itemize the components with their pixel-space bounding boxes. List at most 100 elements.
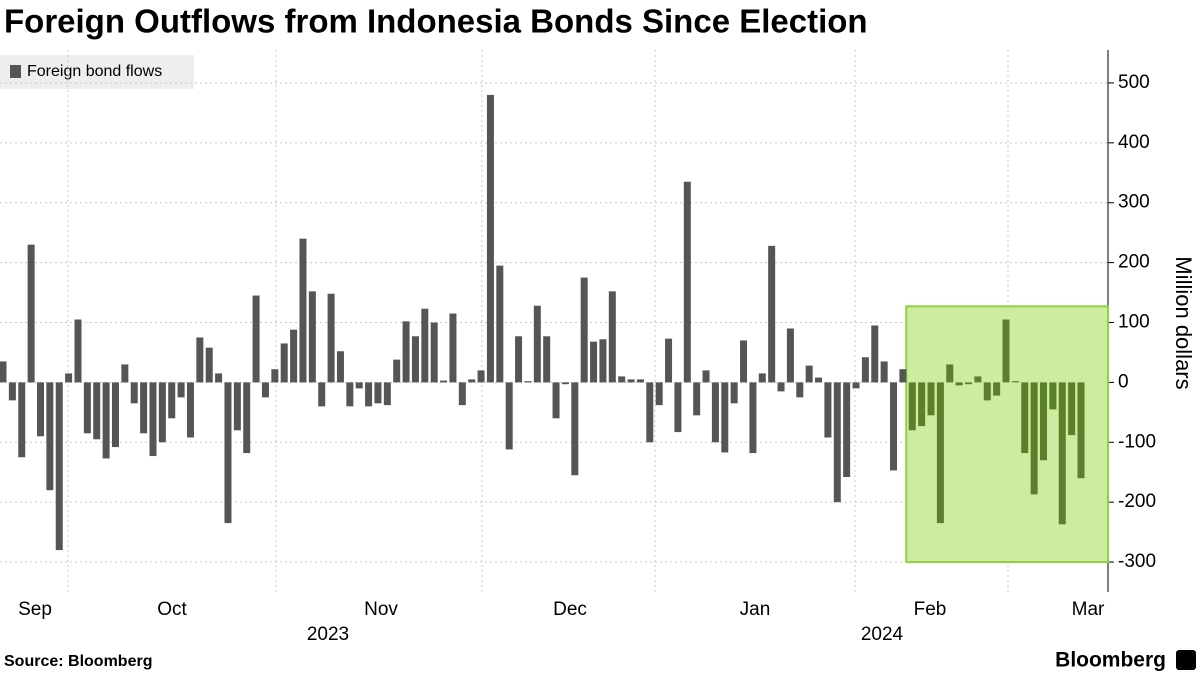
bar <box>665 338 673 383</box>
bar <box>280 343 288 383</box>
bar <box>571 382 579 476</box>
bar <box>861 357 869 383</box>
bar <box>299 238 307 383</box>
y-tick-label: 400 <box>1118 132 1150 153</box>
bar <box>149 382 157 457</box>
bar <box>636 379 644 383</box>
bar <box>1058 382 1066 525</box>
bar <box>674 382 682 433</box>
bar <box>65 373 73 383</box>
bar <box>74 319 82 383</box>
bar <box>758 373 766 383</box>
bar <box>693 382 701 416</box>
bar <box>927 382 935 416</box>
bar <box>768 245 776 383</box>
bar <box>646 382 654 443</box>
bar <box>496 265 504 383</box>
bar <box>993 382 1001 396</box>
bar <box>355 382 363 389</box>
bar <box>955 382 963 386</box>
bar <box>983 382 991 401</box>
y-tick-label: 0 <box>1118 371 1129 392</box>
bar <box>533 305 541 383</box>
bar <box>486 94 494 383</box>
bar <box>899 369 907 383</box>
bar <box>130 382 138 404</box>
x-tick-label: Oct <box>157 599 187 620</box>
bar <box>843 382 851 478</box>
bar <box>936 382 944 524</box>
bar <box>833 382 841 503</box>
bar <box>908 382 916 431</box>
bar <box>55 382 63 551</box>
bar <box>740 340 748 383</box>
year-label: 2023 <box>307 624 349 645</box>
bar <box>111 382 119 448</box>
bar <box>336 351 344 383</box>
legend-swatch <box>10 65 21 78</box>
y-axis-label: Million dollars <box>1171 256 1196 389</box>
bar <box>627 379 635 383</box>
bar <box>252 295 260 383</box>
bar <box>383 382 391 406</box>
bar <box>786 328 794 383</box>
x-tick-label: Feb <box>914 599 947 620</box>
bar <box>1030 382 1038 495</box>
bar <box>36 382 44 437</box>
bar <box>83 382 91 434</box>
bar <box>702 370 710 383</box>
bar <box>711 382 719 443</box>
bar <box>880 361 888 383</box>
bar <box>543 336 551 383</box>
bar <box>374 382 382 404</box>
y-tick-label: 100 <box>1118 312 1150 333</box>
brand: Bloomberg <box>1055 649 1166 672</box>
bar <box>796 382 804 398</box>
bar <box>468 379 476 383</box>
bar <box>871 325 879 383</box>
bar <box>974 376 982 383</box>
legend-label: Foreign bond flows <box>27 63 162 80</box>
brand-icon <box>1176 650 1196 670</box>
bar <box>393 359 401 383</box>
bar <box>449 313 457 383</box>
bar <box>261 382 269 398</box>
bar <box>0 361 7 383</box>
bar <box>243 382 251 454</box>
bar <box>552 382 560 419</box>
bar <box>215 373 223 383</box>
bar <box>1077 382 1085 479</box>
x-tick-label: Dec <box>553 599 587 620</box>
bar <box>1040 382 1048 461</box>
bar <box>1049 382 1057 410</box>
bar <box>1021 382 1029 454</box>
bar <box>365 382 373 407</box>
bar <box>290 329 298 383</box>
bar <box>815 377 823 383</box>
bar <box>683 181 691 383</box>
bar <box>1011 381 1019 383</box>
chart-title: Foreign Outflows from Indonesia Bonds Si… <box>4 3 868 40</box>
bar <box>121 364 129 383</box>
y-tick-label: -300 <box>1118 551 1156 572</box>
bar <box>749 382 757 454</box>
bar <box>205 347 213 383</box>
bar <box>852 382 860 389</box>
bar <box>18 382 26 458</box>
bar <box>730 382 738 404</box>
bar <box>777 382 785 392</box>
bar <box>721 382 729 453</box>
bar <box>580 277 588 383</box>
bar <box>890 382 898 471</box>
y-tick-label: 300 <box>1118 192 1150 213</box>
bar <box>1002 319 1010 383</box>
bar <box>140 382 148 434</box>
bar <box>102 382 110 459</box>
x-tick-label: Mar <box>1072 599 1105 620</box>
bar <box>46 382 54 491</box>
bar <box>168 382 176 419</box>
bar <box>158 382 166 443</box>
bar <box>421 308 429 383</box>
bar <box>458 382 466 406</box>
